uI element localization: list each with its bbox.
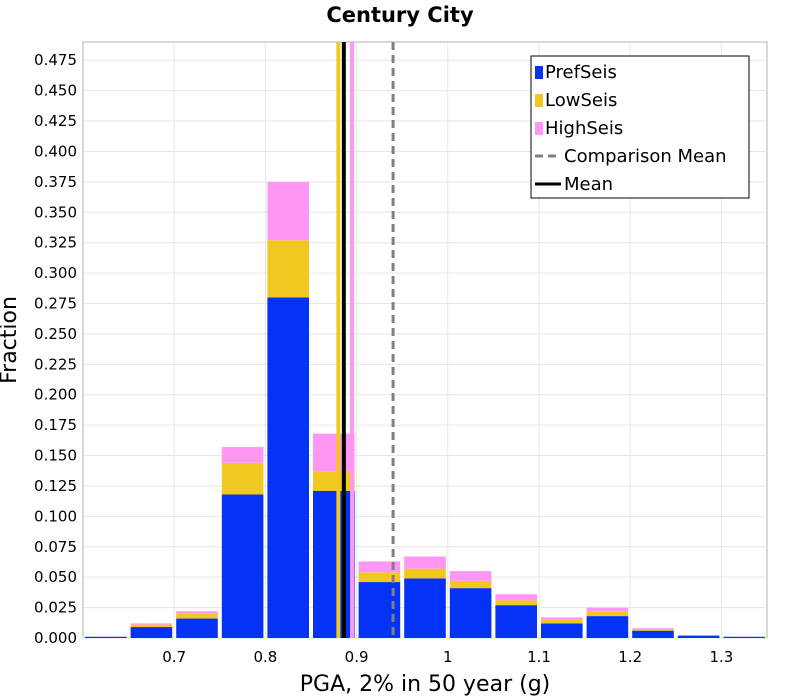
legend: PrefSeis LowSeis HighSeis Comparison Mean Me… (530, 55, 750, 199)
bar-highseis-12 (632, 628, 674, 630)
y-axis-ticks: 0.000 0.025 0.050 0.075 0.100 0.125 0.150 0.175… (34, 51, 77, 647)
bar-prefseis-12 (632, 630, 674, 638)
legend-label-comparison-mean: Comparison Mean (564, 146, 727, 167)
bar-prefseis-0 (85, 636, 127, 638)
bar-prefseis-8 (449, 588, 492, 638)
bar-prefseis-13 (677, 635, 720, 638)
legend-box (530, 55, 750, 199)
legend-label-lowseis: LowSeis (545, 90, 617, 111)
bar-lowseis-6 (358, 572, 401, 583)
bar-highseis-3 (221, 447, 264, 463)
x-tick-label: 0.9 (345, 648, 369, 666)
legend-label-mean: Mean (564, 174, 613, 195)
x-tick-label: 1.1 (527, 648, 551, 666)
bar-lowseis-9 (495, 600, 537, 606)
legend-label-prefseis: PrefSeis (545, 62, 617, 83)
bar-lowseis-1 (130, 624, 173, 628)
legend-label-highseis: HighSeis (545, 118, 623, 139)
x-tick-label: 1.3 (709, 648, 733, 666)
bar-highseis-8 (449, 571, 492, 581)
bar-prefseis-4 (267, 297, 309, 638)
y-axis-label: Fraction (0, 296, 22, 384)
bar-lowseis-2 (176, 613, 218, 619)
y-tick-label: 0.250 (34, 325, 77, 343)
y-tick-label: 0.175 (34, 416, 77, 434)
bar-lowseis-10 (541, 619, 583, 624)
y-tick-label: 0.125 (34, 477, 77, 495)
y-tick-label: 0.450 (34, 82, 77, 100)
x-tick-label: 0.7 (162, 648, 186, 666)
bar-prefseis-3 (221, 494, 264, 638)
y-tick-label: 0.200 (34, 386, 77, 404)
bar-highseis-4 (267, 181, 309, 241)
y-tick-label: 0.425 (34, 112, 77, 130)
bar-highseis-9 (495, 594, 537, 601)
bar-highseis-7 (404, 556, 446, 569)
x-axis-ticks: 0.7 0.8 0.9 1 1.1 1.2 1.3 (162, 648, 733, 666)
bar-prefseis-7 (404, 578, 446, 638)
bar-prefseis-14 (723, 636, 765, 638)
bar-prefseis-11 (586, 616, 629, 638)
y-tick-label: 0.100 (34, 507, 77, 525)
legend-swatch-lowseis (535, 94, 543, 107)
bar-lowseis-12 (632, 629, 674, 631)
bar-lowseis-7 (404, 568, 446, 579)
x-tick-label: 0.8 (253, 648, 277, 666)
y-tick-label: 0.475 (34, 51, 77, 69)
bar-highseis-1 (130, 623, 173, 625)
bar-highseis-5 (313, 433, 355, 472)
y-tick-label: 0.300 (34, 264, 77, 282)
y-tick-label: 0.225 (34, 355, 77, 373)
bar-lowseis-3 (221, 462, 264, 495)
x-axis-label: PGA, 2% in 50 year (g) (300, 672, 551, 697)
y-tick-label: 0.050 (34, 568, 77, 586)
chart-title: Century City (326, 3, 474, 27)
bar-prefseis-5 (313, 490, 355, 638)
x-tick-label: 1.2 (618, 648, 642, 666)
y-tick-label: 0.375 (34, 173, 77, 191)
y-tick-label: 0.325 (34, 234, 77, 252)
bar-highseis-2 (176, 611, 218, 614)
y-tick-label: 0.025 (34, 599, 77, 617)
bar-highseis-11 (586, 607, 629, 612)
legend-swatch-prefseis (535, 66, 543, 79)
bar-lowseis-4 (267, 240, 309, 298)
bar-prefseis-10 (541, 623, 583, 638)
mean-lines (336, 42, 395, 638)
y-tick-label: 0.075 (34, 538, 77, 556)
bar-highseis-10 (541, 617, 583, 620)
y-tick-label: 0.000 (34, 629, 77, 647)
bar-prefseis-9 (495, 605, 537, 638)
bar-stack-group (85, 181, 765, 638)
bar-prefseis-1 (130, 627, 173, 638)
x-tick-label: 1 (443, 648, 453, 666)
y-tick-label: 0.275 (34, 295, 77, 313)
legend-swatch-highseis (535, 122, 543, 135)
y-tick-label: 0.400 (34, 142, 77, 160)
y-tick-label: 0.150 (34, 447, 77, 465)
bar-highseis-6 (358, 561, 401, 573)
y-tick-label: 0.350 (34, 203, 77, 221)
bar-lowseis-11 (586, 611, 629, 617)
bar-lowseis-5 (313, 471, 355, 491)
bar-prefseis-2 (176, 618, 218, 638)
bar-lowseis-8 (449, 580, 492, 589)
